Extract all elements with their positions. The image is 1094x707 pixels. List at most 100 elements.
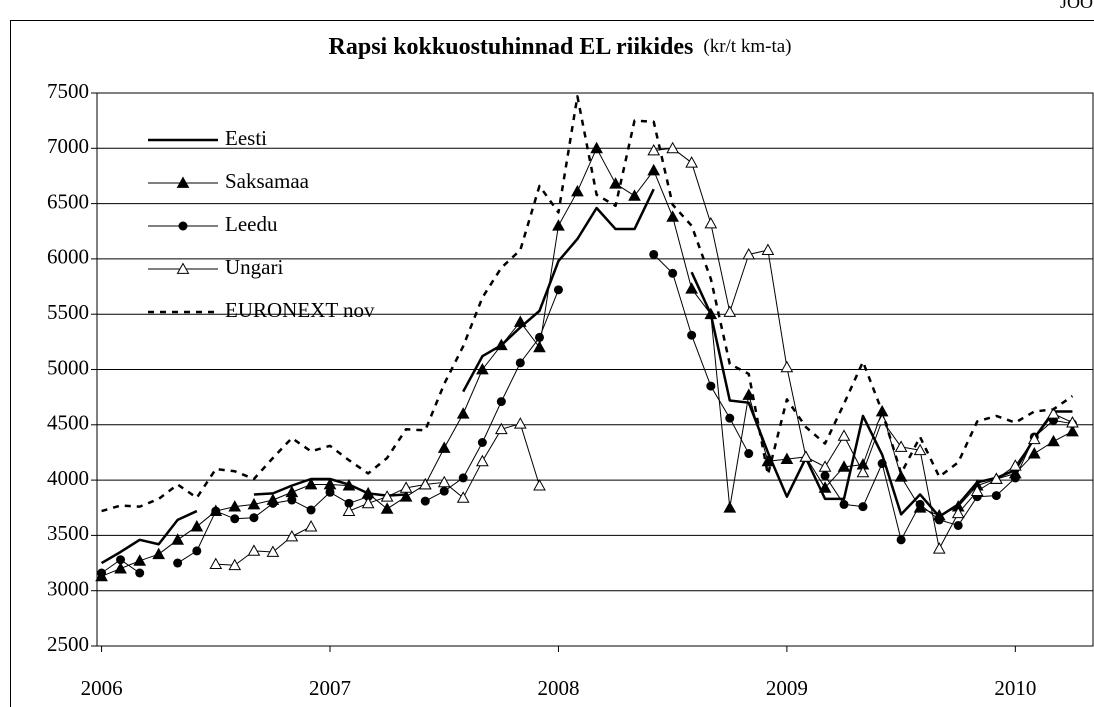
data-point (230, 514, 240, 524)
data-point (839, 499, 849, 509)
data-point (761, 243, 775, 255)
data-point (399, 481, 413, 493)
data-point (420, 496, 430, 506)
legend-marker (178, 221, 188, 231)
data-point (649, 249, 659, 259)
data-point (304, 477, 318, 490)
y-tick-label: 7500 (47, 79, 89, 103)
data-point (456, 407, 470, 419)
legend-marker (176, 262, 190, 274)
data-point (116, 555, 126, 565)
legend-label: Leedu (225, 212, 278, 236)
data-point (380, 490, 394, 502)
x-tick-label: 2007 (309, 676, 351, 700)
data-point (685, 156, 698, 168)
data-point (211, 506, 221, 516)
data-point (704, 216, 718, 229)
data-point (515, 358, 525, 368)
legend-label: Eesti (225, 126, 267, 150)
data-point (723, 501, 737, 513)
data-point (856, 465, 870, 478)
data-point (858, 502, 868, 512)
data-point (133, 554, 147, 566)
y-tick-label: 5500 (47, 300, 89, 324)
title-main: Rapsi kokkuostuhinnad EL riikides (329, 34, 694, 60)
data-point (820, 471, 830, 481)
series-line (100, 188, 1073, 565)
data-point (915, 499, 925, 509)
data-point (761, 454, 775, 467)
data-point (325, 487, 335, 497)
data-point (344, 498, 354, 508)
y-tick-label: 6000 (47, 245, 89, 269)
data-point (135, 568, 145, 578)
data-point (534, 332, 544, 342)
data-point (894, 470, 908, 482)
data-point (228, 558, 242, 571)
data-point (1008, 459, 1022, 471)
data-point (247, 544, 261, 556)
data-point (418, 477, 432, 490)
data-point (590, 141, 603, 154)
data-point (513, 315, 527, 327)
data-point (799, 450, 813, 462)
data-point (173, 558, 183, 568)
data-point (342, 504, 356, 516)
y-tick-label: 3000 (47, 577, 89, 601)
x-tick-label: 2010 (994, 676, 1036, 700)
data-point (437, 475, 451, 488)
data-point (990, 472, 1003, 484)
data-point (628, 189, 641, 201)
data-point (363, 492, 373, 502)
x-tick-label: 2008 (537, 676, 579, 700)
data-point (304, 520, 318, 532)
data-point (742, 247, 756, 260)
data-point (706, 381, 716, 391)
y-tick-label: 4000 (47, 466, 89, 490)
data-point (742, 388, 756, 400)
data-point (896, 535, 906, 545)
data-point (666, 210, 680, 222)
data-point (1047, 434, 1060, 447)
data-point (1027, 447, 1041, 459)
title-sub: (kr/t km-ta) (703, 36, 791, 57)
data-point (552, 219, 565, 231)
data-point (1027, 432, 1041, 445)
legend-label: Saksamaa (225, 169, 310, 193)
data-point (437, 441, 451, 453)
data-point (456, 491, 470, 503)
data-point (951, 506, 965, 519)
data-point (476, 454, 489, 467)
y-tick-label: 7000 (47, 134, 89, 158)
x-tick-label: 2009 (766, 676, 808, 700)
data-point (1010, 473, 1020, 483)
data-point (647, 163, 661, 176)
corner-text: JOO (1060, 0, 1093, 12)
data-point (725, 413, 735, 423)
legend-marker (176, 176, 190, 188)
data-point (439, 486, 449, 496)
y-tick-label: 2500 (47, 632, 89, 656)
x-tick-label: 2006 (81, 676, 123, 700)
data-point (571, 184, 584, 197)
data-point (877, 459, 887, 469)
series-line (101, 147, 1073, 577)
data-point (494, 338, 508, 351)
y-tick-label: 6500 (47, 189, 89, 213)
data-point (934, 515, 944, 525)
data-point (818, 460, 832, 472)
data-point (609, 177, 622, 189)
data-point (306, 505, 316, 515)
data-point (268, 498, 278, 508)
data-point (458, 473, 468, 483)
data-point (190, 520, 204, 532)
data-point (913, 443, 927, 456)
data-point (209, 557, 223, 570)
data-point (953, 520, 963, 530)
legend-label: Ungari (225, 255, 283, 279)
data-point (744, 449, 754, 459)
data-point (114, 562, 127, 574)
data-point (685, 282, 698, 294)
data-point (287, 495, 297, 505)
data-point (818, 481, 832, 493)
